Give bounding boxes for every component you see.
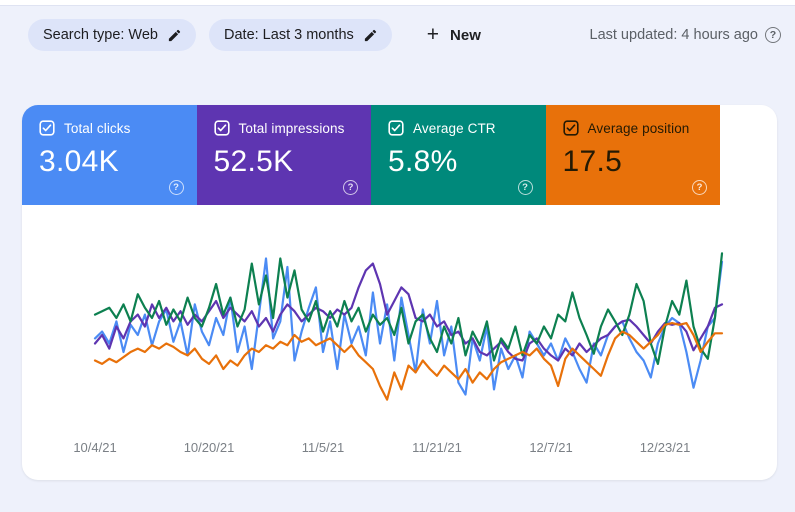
date-range-chip[interactable]: Date: Last 3 months [209, 19, 392, 51]
edit-pencil-icon [167, 28, 182, 43]
edit-pencil-icon [363, 28, 378, 43]
checkbox-checked-icon[interactable] [388, 120, 404, 136]
x-tick-label: 10/20/21 [183, 440, 235, 455]
line-average-position [93, 321, 724, 401]
new-filter-label: New [450, 26, 481, 44]
search-type-chip[interactable]: Search type: Web [28, 19, 196, 51]
checkbox-checked-icon[interactable] [213, 120, 230, 136]
checkbox-checked-icon[interactable] [39, 120, 55, 136]
help-icon[interactable]: ? [692, 180, 707, 195]
checkbox-checked-icon[interactable] [562, 120, 579, 136]
x-tick-label: 11/5/21 [301, 440, 345, 455]
date-range-chip-label: Date: Last 3 months [224, 27, 354, 43]
metric-card-average-position[interactable]: Average position 17.5 ? [545, 105, 720, 205]
line-total-clicks [93, 257, 724, 396]
metric-card-total-clicks[interactable]: Total clicks 3.04K ? [22, 105, 197, 205]
chart-lines [93, 252, 724, 401]
x-tick-label: 11/21/21 [412, 440, 462, 455]
x-tick-label: 10/4/21 [73, 440, 117, 455]
metric-value: 3.04K [39, 145, 119, 178]
metric-value: 5.8% [388, 145, 458, 178]
metric-label: Average CTR [413, 120, 496, 136]
top-divider-strip [0, 0, 795, 6]
help-icon[interactable]: ? [343, 180, 358, 195]
filter-toolbar: Search type: Web Date: Last 3 months + N… [0, 7, 795, 63]
plus-icon: + [426, 22, 440, 46]
search-type-chip-label: Search type: Web [43, 27, 158, 43]
metric-value: 17.5 [562, 145, 623, 178]
metric-label: Total clicks [64, 120, 131, 136]
metric-card-total-impressions[interactable]: Total impressions 52.5K ? [196, 105, 371, 205]
last-updated-status: Last updated: 4 hours ago ? [589, 27, 781, 43]
x-tick-label: 12/23/21 [639, 440, 691, 455]
performance-line-chart[interactable]: 10/4/21 10/20/21 11/5/21 11/21/21 12/7/21 12/… [22, 205, 777, 480]
help-icon[interactable]: ? [765, 27, 781, 43]
metric-cards-row: Total clicks 3.04K ? Total impressions 5… [22, 105, 777, 205]
help-icon[interactable]: ? [168, 180, 184, 195]
line-average-ctr [93, 252, 724, 365]
x-tick-label: 12/7/21 [529, 440, 573, 455]
help-icon[interactable]: ? [517, 180, 533, 195]
performance-card: Total clicks 3.04K ? Total impressions 5… [22, 105, 777, 480]
metric-value: 52.5K [213, 145, 294, 178]
new-filter-button[interactable]: + New [419, 18, 489, 52]
metric-label: Average position [587, 120, 690, 136]
last-updated-text: Last updated: 4 hours ago [589, 27, 759, 43]
metric-card-average-ctr[interactable]: Average CTR 5.8% ? [371, 105, 546, 205]
metric-label: Total impressions [238, 120, 345, 136]
